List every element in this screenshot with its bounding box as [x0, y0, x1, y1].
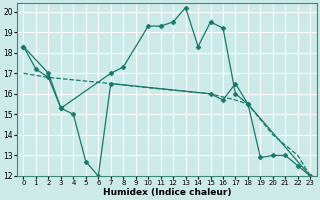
X-axis label: Humidex (Indice chaleur): Humidex (Indice chaleur): [103, 188, 231, 197]
